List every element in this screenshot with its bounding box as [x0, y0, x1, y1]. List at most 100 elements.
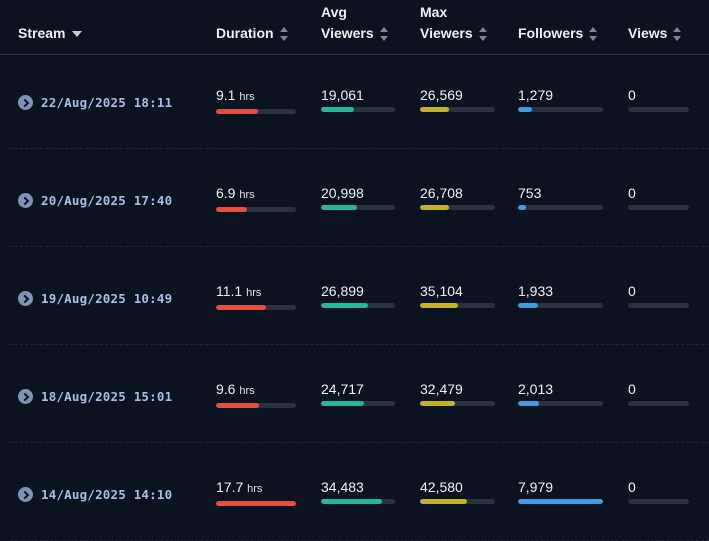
stream-date[interactable]: 22/Aug/2025 18:11	[41, 95, 173, 110]
duration-cell: 6.9 hrs	[216, 185, 296, 212]
column-header-duration[interactable]: Duration	[216, 23, 288, 44]
max-viewers-bar	[420, 499, 495, 504]
views-cell: 0	[628, 185, 689, 210]
avg-viewers-cell: 19,061	[321, 87, 395, 112]
duration-value: 9.6	[216, 381, 236, 397]
views-bar	[628, 401, 689, 406]
followers-cell: 2,013	[518, 381, 603, 406]
stream-cell[interactable]: 22/Aug/2025 18:11	[18, 95, 172, 110]
max-viewers-cell: 26,708	[420, 185, 495, 210]
avg-viewers-bar-fill	[321, 107, 354, 112]
avg-viewers-bar	[321, 499, 395, 504]
views-cell: 0	[628, 479, 689, 504]
max-viewers-cell: 26,569	[420, 87, 495, 112]
duration-cell: 9.6 hrs	[216, 381, 296, 408]
table-row[interactable]: 20/Aug/2025 17:40 6.9 hrs 20,998 26,708 …	[10, 153, 709, 247]
followers-bar-fill	[518, 401, 540, 406]
views-value: 0	[628, 283, 636, 299]
duration-unit: hrs	[239, 385, 255, 397]
avg-viewers-bar-fill	[321, 303, 368, 308]
duration-bar-fill	[216, 109, 258, 114]
stream-date[interactable]: 18/Aug/2025 15:01	[41, 389, 173, 404]
sort-icon	[379, 27, 388, 41]
sort-desc-icon	[72, 31, 83, 37]
duration-unit: hrs	[239, 189, 255, 201]
duration-unit: hrs	[246, 287, 262, 299]
column-header-avg-viewers[interactable]: Avg Viewers	[321, 2, 388, 44]
stream-date[interactable]: 20/Aug/2025 17:40	[41, 193, 173, 208]
stream-cell[interactable]: 19/Aug/2025 10:49	[18, 291, 172, 306]
duration-unit: hrs	[247, 483, 263, 495]
column-header-followers[interactable]: Followers	[518, 23, 598, 44]
followers-value: 7,979	[518, 479, 554, 495]
column-header-label: Views	[628, 25, 668, 41]
followers-cell: 7,979	[518, 479, 603, 504]
duration-bar	[216, 207, 296, 212]
followers-value: 2,013	[518, 381, 554, 397]
duration-bar-fill	[216, 501, 296, 506]
followers-bar	[518, 303, 603, 308]
max-viewers-bar-fill	[420, 303, 459, 308]
avg-viewers-cell: 34,483	[321, 479, 395, 504]
column-header-stream[interactable]: Stream	[18, 23, 83, 44]
table-row[interactable]: 22/Aug/2025 18:11 9.1 hrs 19,061 26,569 …	[10, 55, 709, 149]
duration-value: 9.1	[216, 87, 236, 103]
stream-cell[interactable]: 14/Aug/2025 14:10	[18, 487, 172, 502]
avg-viewers-bar-fill	[321, 205, 358, 210]
column-header-label: Avg Viewers	[321, 4, 374, 41]
avg-viewers-bar	[321, 303, 395, 308]
max-viewers-value: 42,580	[420, 479, 463, 495]
followers-value: 753	[518, 185, 542, 201]
max-viewers-bar-fill	[420, 205, 450, 210]
followers-bar	[518, 401, 603, 406]
followers-value: 1,933	[518, 283, 554, 299]
column-header-max-viewers[interactable]: Max Viewers	[420, 2, 487, 44]
max-viewers-bar-fill	[420, 107, 450, 112]
max-viewers-value: 26,569	[420, 87, 463, 103]
stream-date[interactable]: 19/Aug/2025 10:49	[41, 291, 173, 306]
views-bar	[628, 205, 689, 210]
duration-unit: hrs	[239, 91, 255, 103]
views-value: 0	[628, 381, 636, 397]
followers-bar	[518, 499, 603, 504]
followers-bar-fill	[518, 205, 526, 210]
avg-viewers-cell: 20,998	[321, 185, 395, 210]
avg-viewers-bar-fill	[321, 401, 364, 406]
column-header-views[interactable]: Views	[628, 23, 682, 44]
views-bar	[628, 107, 689, 112]
avg-viewers-value: 20,998	[321, 185, 364, 201]
avg-viewers-value: 19,061	[321, 87, 364, 103]
duration-value: 11.1	[216, 283, 243, 299]
chevron-right-icon[interactable]	[18, 291, 33, 306]
chevron-right-icon[interactable]	[18, 389, 33, 404]
views-cell: 0	[628, 87, 689, 112]
chevron-right-icon[interactable]	[18, 487, 33, 502]
max-viewers-bar-fill	[420, 401, 456, 406]
avg-viewers-cell: 24,717	[321, 381, 395, 406]
followers-bar	[518, 205, 603, 210]
max-viewers-value: 32,479	[420, 381, 463, 397]
table-row[interactable]: 14/Aug/2025 14:10 17.7 hrs 34,483 42,580…	[10, 447, 709, 541]
duration-value: 6.9	[216, 185, 236, 201]
stream-cell[interactable]: 20/Aug/2025 17:40	[18, 193, 172, 208]
stream-cell[interactable]: 18/Aug/2025 15:01	[18, 389, 172, 404]
duration-bar	[216, 403, 296, 408]
chevron-right-icon[interactable]	[18, 193, 33, 208]
followers-value: 1,279	[518, 87, 554, 103]
duration-bar-fill	[216, 207, 248, 212]
views-cell: 0	[628, 381, 689, 406]
max-viewers-cell: 42,580	[420, 479, 495, 504]
stream-date[interactable]: 14/Aug/2025 14:10	[41, 487, 173, 502]
views-value: 0	[628, 87, 636, 103]
chevron-right-icon[interactable]	[18, 95, 33, 110]
table-row[interactable]: 18/Aug/2025 15:01 9.6 hrs 24,717 32,479 …	[10, 349, 709, 443]
max-viewers-value: 35,104	[420, 283, 463, 299]
followers-cell: 1,933	[518, 283, 603, 308]
duration-bar-fill	[216, 403, 260, 408]
views-cell: 0	[628, 283, 689, 308]
table-row[interactable]: 19/Aug/2025 10:49 11.1 hrs 26,899 35,104…	[10, 251, 709, 345]
column-header-label: Max Viewers	[420, 4, 473, 41]
max-viewers-value: 26,708	[420, 185, 463, 201]
sort-icon	[279, 27, 288, 41]
